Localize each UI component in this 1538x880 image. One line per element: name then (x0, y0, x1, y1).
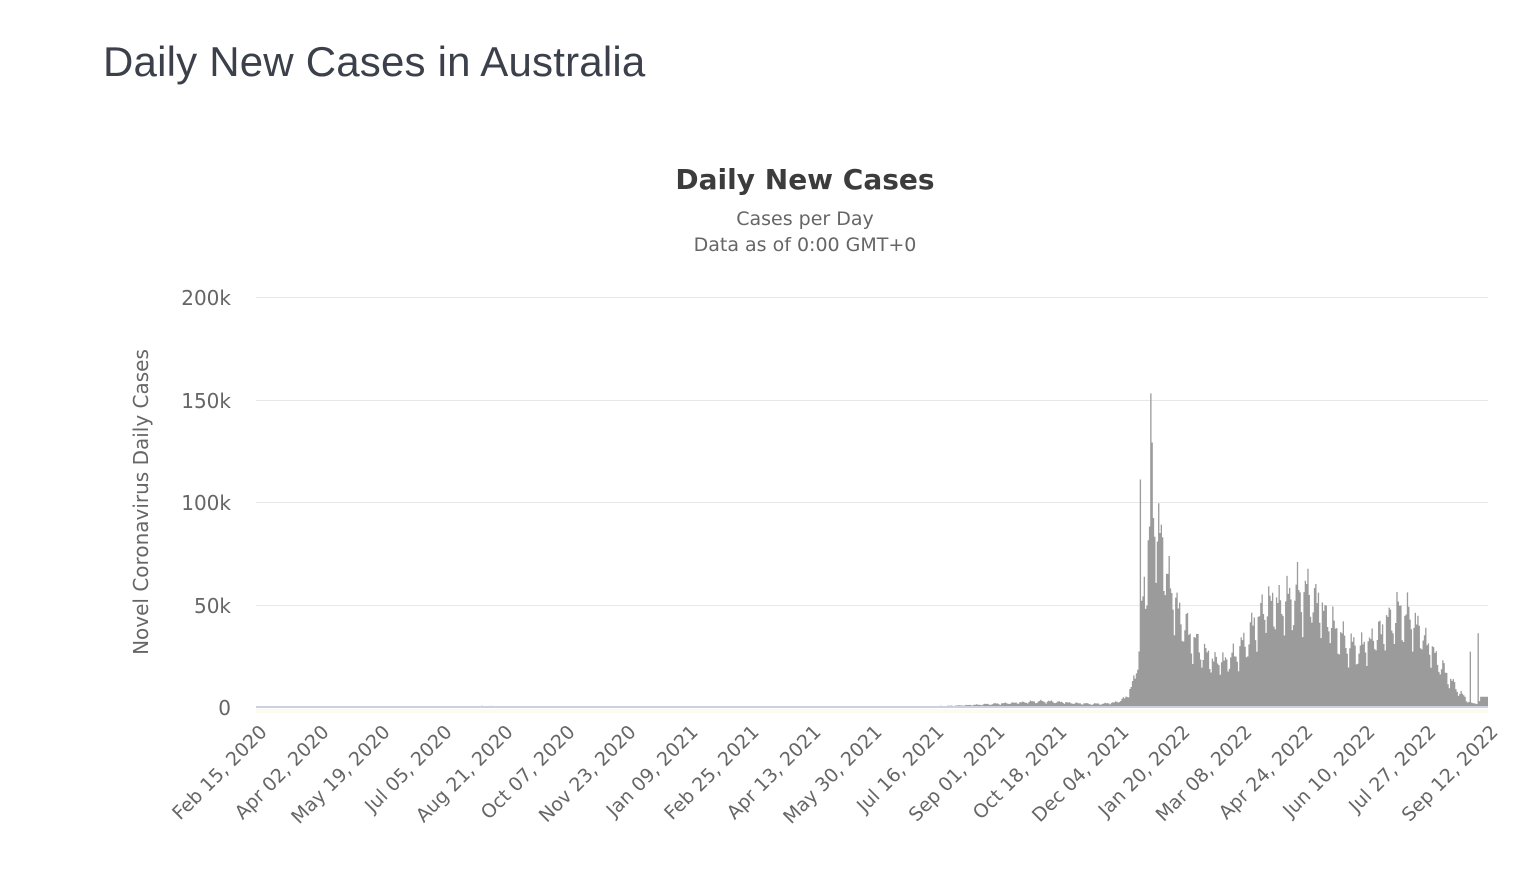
y-tick-label: 100k (181, 491, 231, 515)
gridline (256, 297, 1488, 298)
x-axis-line (256, 706, 1488, 708)
chart-subtitle-line1: Cases per Day (736, 208, 874, 230)
daily-cases-bars (278, 393, 1488, 707)
bars-svg (278, 393, 1488, 707)
chart: Daily New Cases Cases per Day Data as of… (103, 163, 1507, 863)
gridline (256, 399, 1488, 401)
x-axis-underline (256, 709, 1488, 713)
gridline (256, 604, 1488, 606)
y-tick-label: 200k (181, 286, 231, 310)
y-tick-label: 0 (218, 696, 231, 720)
page-title: Daily New Cases in Australia (103, 38, 646, 85)
y-tick-label: 150k (181, 388, 231, 413)
gridline (256, 502, 1488, 503)
plot-area: Novel Coronavirus Daily Cases 0 50k 100k 15… (129, 286, 1502, 828)
y-tick-label: 50k (193, 593, 231, 618)
chart-subtitle-line2: Data as of 0:00 GMT+0 (693, 234, 917, 256)
chart-title: Daily New Cases (675, 163, 935, 196)
